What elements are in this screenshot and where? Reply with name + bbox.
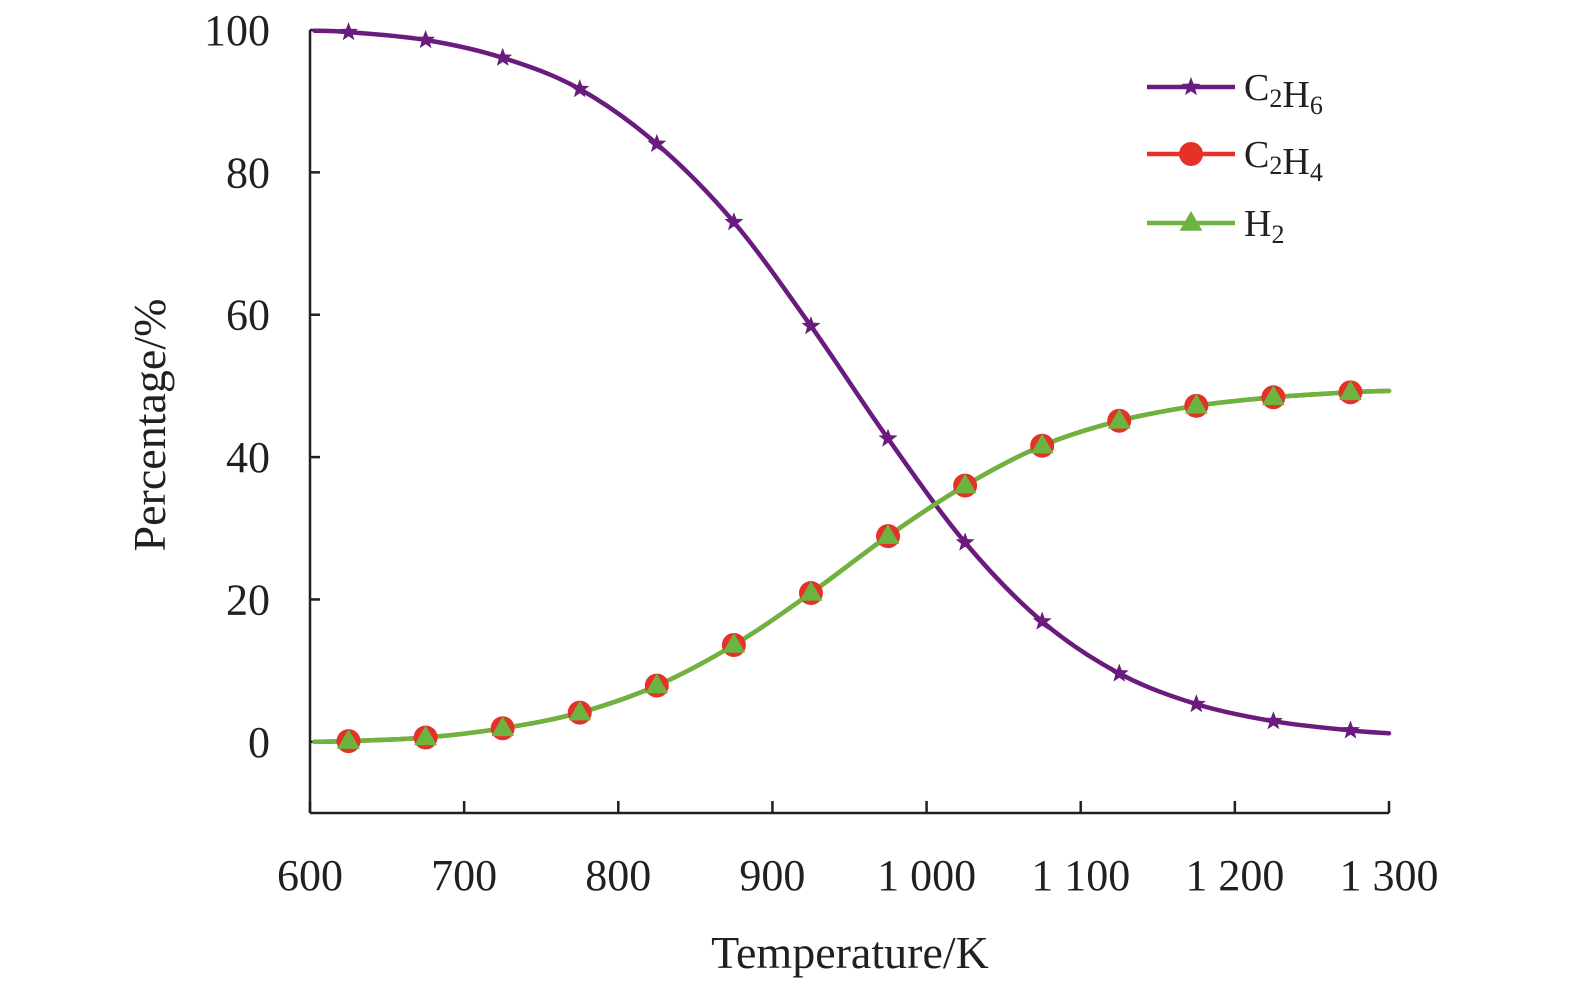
data-point-c2h6	[570, 79, 590, 98]
x-tick-label: 700	[431, 851, 497, 900]
x-tick-label: 1 100	[1031, 851, 1130, 900]
data-point-c2h6	[1109, 663, 1129, 682]
data-point-h2	[1262, 385, 1285, 406]
legend: C2H6 C2H4 H2	[1147, 67, 1323, 249]
data-point-c2h6	[1186, 694, 1206, 713]
data-point-c2h6	[801, 316, 821, 335]
legend-swatch-marker	[1179, 211, 1203, 231]
data-point-c2h6	[416, 30, 436, 49]
series-line-c2h4	[312, 388, 1392, 745]
legend-item-h2: H2	[1147, 203, 1284, 249]
series-line-c2h6	[312, 28, 1392, 736]
series-layer	[312, 28, 1392, 745]
data-point-h2	[491, 716, 515, 737]
data-point-h2	[337, 729, 360, 749]
data-point-c2h6	[493, 47, 513, 66]
y-tick-label: 80	[226, 148, 270, 197]
series-line-h2	[312, 388, 1392, 745]
data-point-h2	[1184, 393, 1208, 414]
marker-layer	[336, 22, 1363, 754]
data-point-h2	[414, 725, 437, 746]
x-tick-label: 900	[739, 851, 805, 900]
y-tick-label: 60	[226, 291, 270, 340]
legend-label: C2H6	[1244, 67, 1323, 120]
data-point-c2h6	[1341, 720, 1360, 739]
data-point-h2	[722, 633, 746, 653]
legend-label: H2	[1244, 203, 1284, 249]
data-point-h2	[876, 524, 900, 544]
data-point-c2h6	[955, 532, 975, 551]
legend-item-c2h6: C2H6	[1147, 67, 1323, 120]
data-point-h2	[1339, 380, 1362, 401]
y-tick-label: 20	[226, 575, 270, 624]
x-tick-label: 800	[585, 851, 651, 900]
y-tick-label: 100	[204, 6, 270, 55]
data-point-h2	[645, 673, 669, 694]
x-axis-title: Temperature/K	[711, 927, 989, 978]
data-point-c2h6	[1032, 611, 1052, 630]
legend-swatch-marker	[1181, 77, 1201, 96]
data-point-h2	[1107, 408, 1131, 429]
data-point-h2	[953, 473, 977, 494]
data-point-h2	[1030, 433, 1054, 454]
x-tick-label: 1 200	[1185, 851, 1284, 900]
axes-layer: 0 20 40 60 80 100 600 700 800 900 1 000 1 100 1 200 1…	[204, 6, 1439, 900]
data-point-h2	[568, 700, 592, 721]
data-point-c2h6	[339, 22, 358, 41]
legend-label: C2H4	[1244, 134, 1323, 187]
y-tick-label: 0	[248, 718, 270, 767]
legend-swatch-marker	[1179, 142, 1203, 166]
data-point-c2h6	[647, 133, 667, 152]
data-point-c2h6	[878, 428, 898, 447]
data-point-h2	[799, 581, 823, 601]
y-tick-label: 40	[226, 433, 270, 482]
data-point-c2h6	[1263, 711, 1283, 730]
x-tick-label: 1 000	[877, 851, 976, 900]
data-point-c2h6	[724, 212, 744, 231]
y-axis-title: Percentage/%	[124, 299, 175, 552]
x-tick-label: 1 300	[1340, 851, 1439, 900]
legend-item-c2h4: C2H4	[1147, 134, 1323, 187]
x-tick-label: 600	[277, 851, 343, 900]
